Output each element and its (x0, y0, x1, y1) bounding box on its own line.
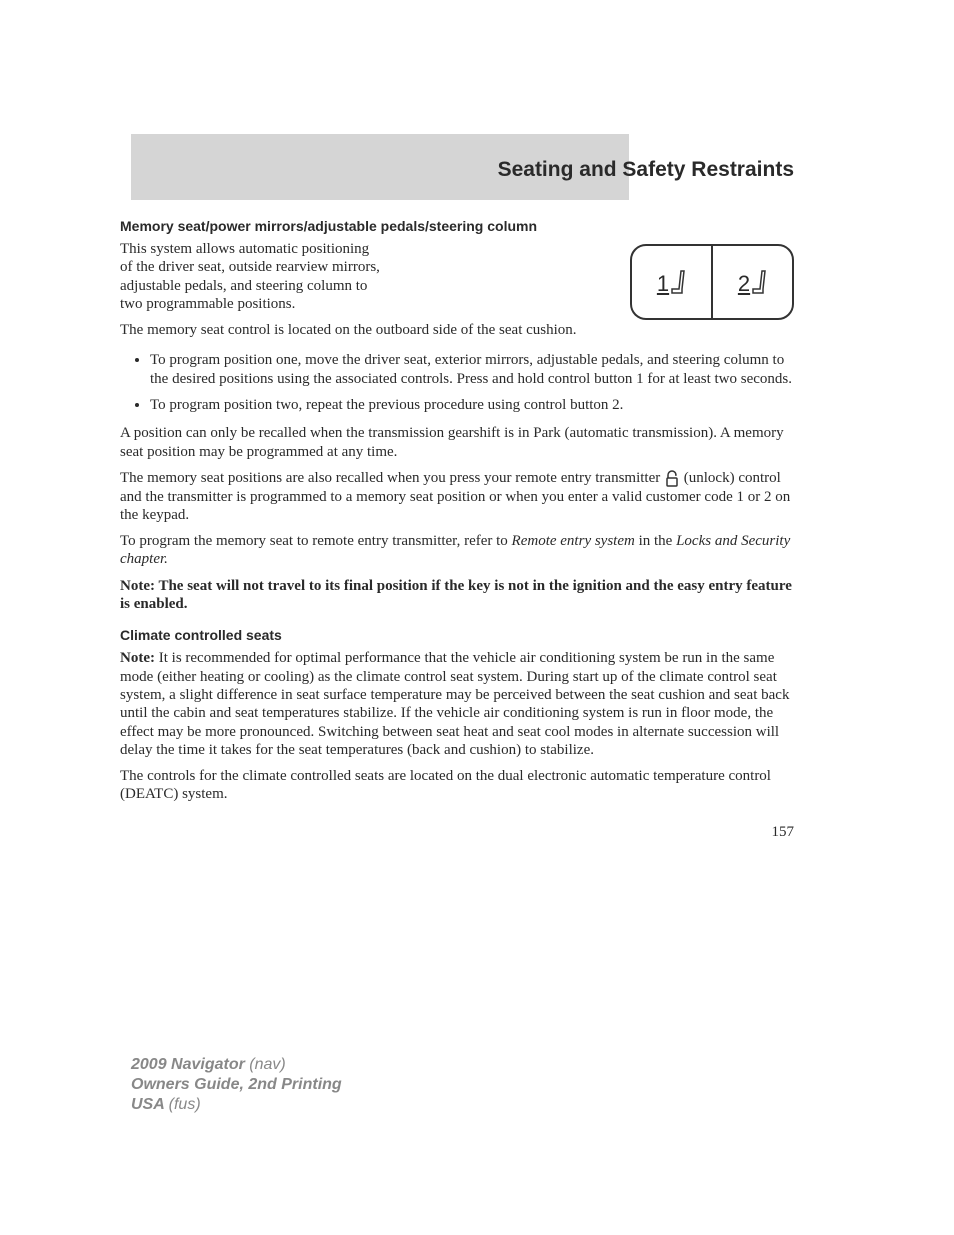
memory-p5: To program the memory seat to remote ent… (120, 532, 794, 569)
memory-p3: A position can only be recalled when the… (120, 424, 794, 461)
section-title: Seating and Safety Restraints (120, 120, 794, 196)
memory-switch-panel: 1 2 (630, 244, 794, 320)
seat-icon (670, 269, 686, 295)
memory-button-2-label: 2 (738, 273, 750, 295)
memory-button-1-label: 1 (657, 273, 669, 295)
memory-note: Note: The seat will not travel to its fi… (120, 577, 794, 614)
climate-p1: Note: It is recommended for optimal perf… (120, 649, 794, 759)
memory-p5a: To program the memory seat to remote ent… (120, 533, 512, 549)
memory-button-2: 2 (713, 246, 792, 318)
unlock-icon (664, 470, 680, 488)
memory-p2: The memory seat control is located on th… (120, 321, 794, 339)
memory-button-1: 1 (632, 246, 713, 318)
climate-p1-text: It is recommended for optimal performanc… (120, 650, 789, 757)
climate-heading: Climate controlled seats (120, 627, 794, 643)
memory-switch-diagram: 1 2 (630, 244, 794, 320)
memory-bullet-1: To program position one, move the driver… (150, 351, 794, 388)
memory-p5-italic1: Remote entry system (512, 533, 635, 549)
memory-p1: This system allows automatic positioning… (120, 240, 380, 313)
climate-p2: The controls for the climate controlled … (120, 767, 794, 804)
memory-p5b: in the (635, 533, 676, 549)
memory-p4: The memory seat positions are also recal… (120, 469, 794, 524)
footer-l3a: USA (131, 1096, 169, 1113)
footer-line1: 2009 Navigator (nav) (131, 1055, 342, 1075)
memory-bullet-2: To program position two, repeat the prev… (150, 396, 794, 414)
seat-icon (751, 269, 767, 295)
page-number: 157 (120, 824, 794, 841)
footer-l3b: (fus) (169, 1096, 201, 1113)
footer: 2009 Navigator (nav) Owners Guide, 2nd P… (131, 1055, 342, 1115)
memory-bullets: To program position one, move the driver… (120, 351, 794, 414)
footer-l1b: (nav) (249, 1056, 285, 1073)
memory-p4a: The memory seat positions are also recal… (120, 470, 664, 486)
climate-note-label: Note: (120, 650, 155, 666)
footer-l1a: 2009 Navigator (131, 1056, 249, 1073)
footer-line2: Owners Guide, 2nd Printing (131, 1075, 342, 1095)
page: Seating and Safety Restraints Memory sea… (0, 0, 954, 1235)
footer-line3: USA (fus) (131, 1095, 342, 1115)
memory-heading: Memory seat/power mirrors/adjustable ped… (120, 218, 794, 234)
